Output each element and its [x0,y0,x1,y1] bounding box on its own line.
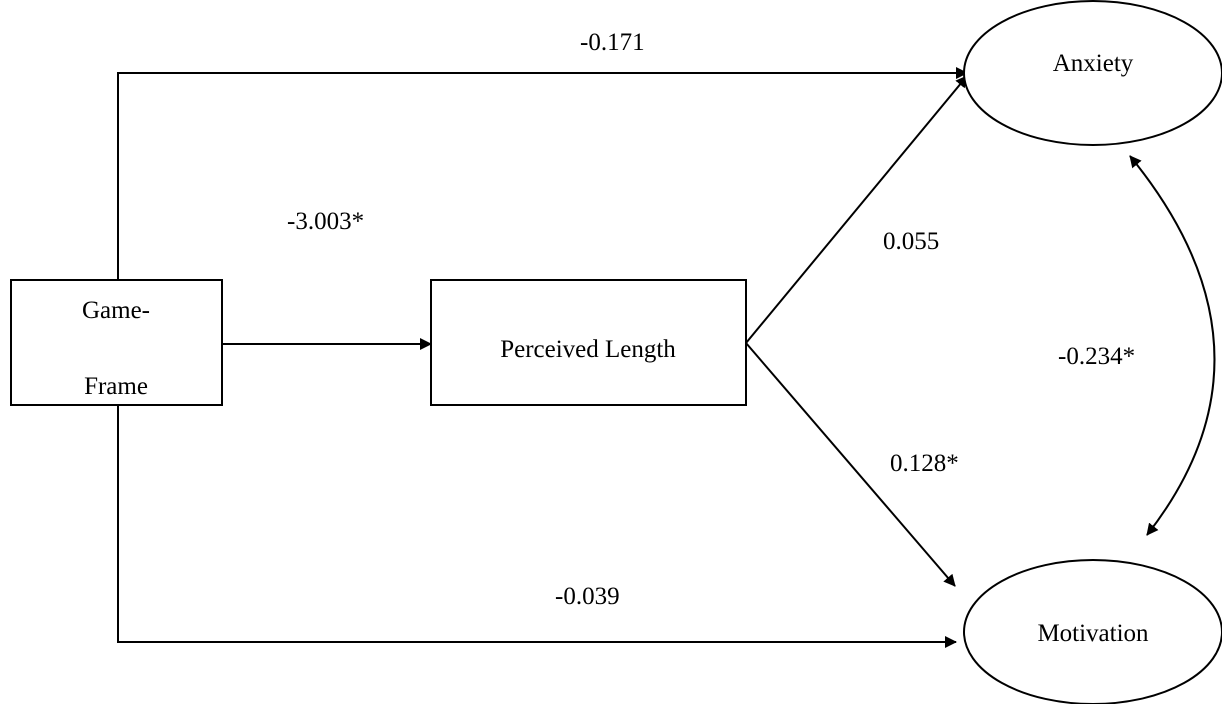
game-frame-box [10,279,223,406]
covariance-arrow [1129,155,1216,536]
anxiety-ellipse [963,0,1222,146]
game-frame-label-line1: Game- [82,297,150,324]
coef-anxiety-motivation-covariance: -0.234* [1058,343,1135,370]
path-frame-to-anxiety [117,67,968,280]
perceived-length-label: Perceived Length [500,336,676,363]
coef-length-to-anxiety: 0.055 [883,228,939,255]
coef-frame-to-length: -3.003* [287,208,364,235]
motivation-label: Motivation [1037,620,1149,647]
path-length-to-anxiety [745,75,968,344]
coef-frame-to-anxiety: -0.171 [580,29,645,56]
perceived-length-box [430,279,747,406]
path-length-to-motivation [745,342,956,587]
coef-frame-to-motivation: -0.039 [555,583,620,610]
game-frame-label-line2: Frame [84,373,148,400]
anxiety-label: Anxiety [1053,50,1134,77]
coef-length-to-motivation: 0.128* [890,450,959,477]
path-frame-to-motivation [117,405,957,648]
